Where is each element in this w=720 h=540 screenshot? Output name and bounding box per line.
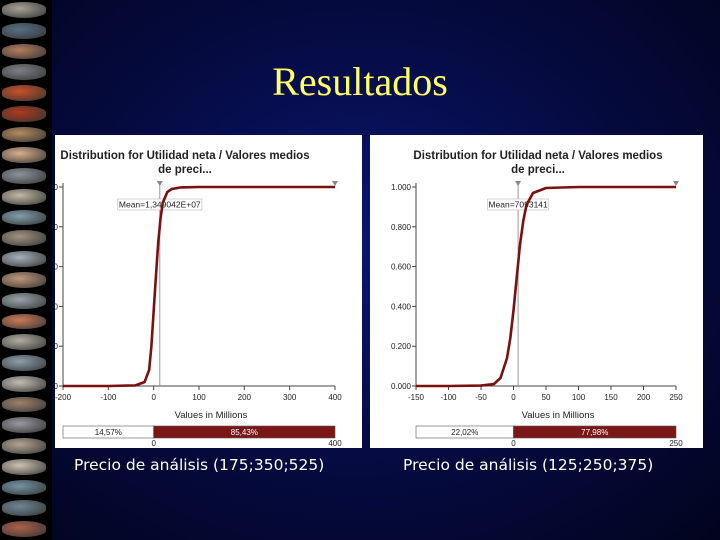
sea-creature-icon xyxy=(2,105,46,122)
sea-creature-icon xyxy=(2,85,46,101)
sea-creature-icon xyxy=(2,313,46,330)
mean-label: Mean=7093141 xyxy=(488,200,548,210)
chart-title-line-1: Distribution for Utilidad neta / Valores… xyxy=(60,150,309,162)
probability-right-label: 77,98% xyxy=(581,428,608,437)
sea-creature-icon xyxy=(2,209,46,226)
slide-title: Resultados xyxy=(272,59,448,104)
x-axis-label: Values in Millions xyxy=(522,410,595,421)
end-marker-icon xyxy=(332,181,338,186)
cdf-series-line xyxy=(416,185,676,388)
sea-creature-icon xyxy=(2,334,46,351)
caption-left: Precio de análisis (175;350;525) xyxy=(74,456,325,474)
end-marker-icon xyxy=(673,181,679,186)
y-tick-label: 0.200 xyxy=(391,342,412,351)
x-tick-label: -150 xyxy=(408,393,425,402)
y-tick-label: 0,200 xyxy=(55,342,59,351)
y-tick-label: 0,400 xyxy=(55,302,59,311)
sea-creature-icon xyxy=(2,479,46,496)
sea-creature-icon xyxy=(2,458,46,475)
y-tick-label: 0,800 xyxy=(55,223,59,232)
y-tick-label: 1,000 xyxy=(55,183,59,192)
probability-bar-right xyxy=(513,425,677,439)
x-tick-label: 200 xyxy=(637,393,651,402)
x-tick-label: 100 xyxy=(572,393,586,402)
cdf-series-line xyxy=(63,185,335,388)
decorative-sea-life-strip xyxy=(0,0,52,540)
probability-left-label: 14,57% xyxy=(95,428,122,437)
y-tick-label: 0.600 xyxy=(391,263,412,272)
mean-label-box xyxy=(117,198,203,211)
x-tick-label: 200 xyxy=(238,393,252,402)
chart-title-line-1: Distribution for Utilidad neta / Valores… xyxy=(413,150,662,162)
caption-right: Precio de análisis (125;250;375) xyxy=(403,456,654,474)
sea-creature-icon xyxy=(2,147,46,164)
sea-creature-icon xyxy=(2,64,46,81)
probability-right-label: 85,43% xyxy=(231,428,258,437)
sea-creature-icon xyxy=(2,230,46,247)
chart-panel-left: Distribution for Utilidad neta / Valores… xyxy=(55,135,362,448)
probability-left-label: 22,02% xyxy=(451,428,478,437)
sea-creature-icon xyxy=(2,292,46,309)
x-tick-label: 400 xyxy=(328,393,342,402)
sea-creature-icon xyxy=(2,168,46,184)
x-tick-label: 150 xyxy=(604,393,618,402)
sea-creature-icon xyxy=(2,272,46,288)
x-tick-label: -200 xyxy=(55,393,72,402)
y-tick-label: 0.800 xyxy=(391,223,412,232)
chart-title-line-2: de preci... xyxy=(511,164,565,176)
chart-title-line-2: de preci... xyxy=(158,164,212,176)
cdf-chart-left: Distribution for Utilidad neta / Valores… xyxy=(55,150,342,448)
bar-end-value: 250 xyxy=(669,439,683,448)
chart-panel-right: Distribution for Utilidad neta / Valores… xyxy=(370,135,703,448)
mean-marker-icon xyxy=(156,181,163,186)
sea-creature-icon xyxy=(2,43,46,60)
x-tick-label: 250 xyxy=(669,393,683,402)
x-tick-label: 0 xyxy=(151,393,156,402)
y-tick-label: 0,600 xyxy=(55,263,59,272)
sea-creature-icon xyxy=(2,251,46,267)
bar-end-value: 400 xyxy=(328,439,342,448)
sea-creature-icon xyxy=(2,22,46,39)
mean-marker-icon xyxy=(515,181,522,186)
y-tick-label: 1.000 xyxy=(391,183,412,192)
x-tick-label: -100 xyxy=(440,393,457,402)
sea-creature-icon xyxy=(2,355,46,371)
sea-creature-icon xyxy=(2,521,46,537)
x-tick-label: -50 xyxy=(475,393,487,402)
sea-creature-icon xyxy=(2,2,46,18)
probability-bar-right xyxy=(153,425,336,439)
y-tick-label: 0,000 xyxy=(55,382,59,391)
bar-split-value: 0 xyxy=(511,439,516,448)
x-tick-label: 300 xyxy=(283,393,297,402)
x-axis-label: Values in Millions xyxy=(175,410,248,421)
sea-creature-icon xyxy=(2,500,46,517)
y-tick-label: 0.400 xyxy=(391,302,412,311)
bar-split-value: 0 xyxy=(151,439,156,448)
x-tick-label: 0 xyxy=(511,393,516,402)
sea-creature-icon xyxy=(2,188,46,205)
sea-creature-icon xyxy=(2,396,46,413)
sea-creature-icon xyxy=(2,438,46,454)
x-tick-label: -100 xyxy=(100,393,117,402)
cdf-chart-right: Distribution for Utilidad neta / Valores… xyxy=(391,150,683,448)
mean-label-box xyxy=(487,198,550,211)
sea-creature-icon xyxy=(2,417,46,434)
y-tick-label: 0.000 xyxy=(391,382,412,391)
mean-label: Mean=1,349042E+07 xyxy=(119,200,201,210)
x-tick-label: 50 xyxy=(542,393,551,402)
sea-creature-icon xyxy=(2,126,46,143)
x-tick-label: 100 xyxy=(192,393,206,402)
sea-creature-icon xyxy=(2,375,46,392)
